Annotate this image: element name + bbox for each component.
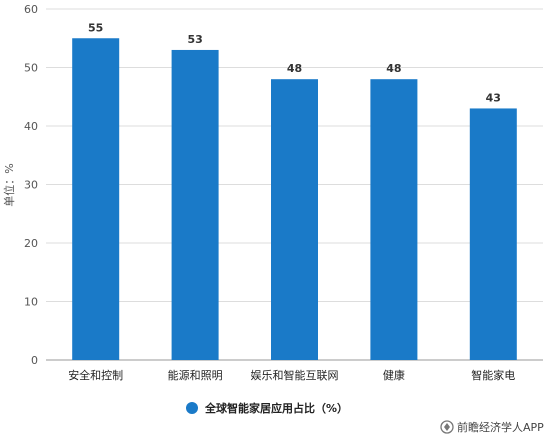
data-labels: 55 53 48 48 43 (88, 21, 501, 104)
y-axis-label: 单位：% (2, 163, 16, 206)
data-label: 53 (187, 33, 202, 46)
legend: 全球智能家居应用占比（%） (186, 401, 348, 415)
category-labels: 安全和控制 能源和照明 娱乐和智能互联网 健康 智能家电 (68, 368, 515, 382)
category-label: 智能家电 (471, 368, 515, 382)
category-label: 健康 (383, 368, 405, 382)
qianzhan-logo-icon (440, 420, 454, 434)
bar (271, 79, 318, 360)
watermark-text: 前瞻经济学人APP (457, 420, 544, 434)
y-tick-label: 10 (24, 296, 38, 309)
legend-label: 全球智能家居应用占比（%） (204, 401, 348, 415)
data-label: 55 (88, 21, 103, 34)
bar (370, 79, 418, 360)
watermark: 前瞻经济学人APP (440, 420, 544, 434)
y-tick-label: 20 (24, 237, 38, 250)
y-tick-label: 40 (24, 120, 38, 133)
y-tick-label: 30 (24, 179, 38, 192)
category-label: 安全和控制 (68, 368, 123, 382)
bar (72, 38, 120, 360)
data-label: 48 (287, 62, 302, 75)
category-label: 娱乐和智能互联网 (251, 368, 339, 382)
legend-marker (186, 402, 198, 414)
bars (72, 38, 517, 360)
bar (469, 108, 517, 360)
category-label: 能源和照明 (168, 368, 223, 382)
y-axis-ticks: 0 10 20 30 40 50 60 (24, 3, 38, 367)
data-label: 48 (386, 62, 401, 75)
y-tick-label: 60 (24, 3, 38, 16)
data-label: 43 (486, 91, 501, 104)
y-tick-label: 50 (24, 62, 38, 75)
y-tick-label: 0 (31, 354, 38, 367)
bar (171, 49, 219, 360)
